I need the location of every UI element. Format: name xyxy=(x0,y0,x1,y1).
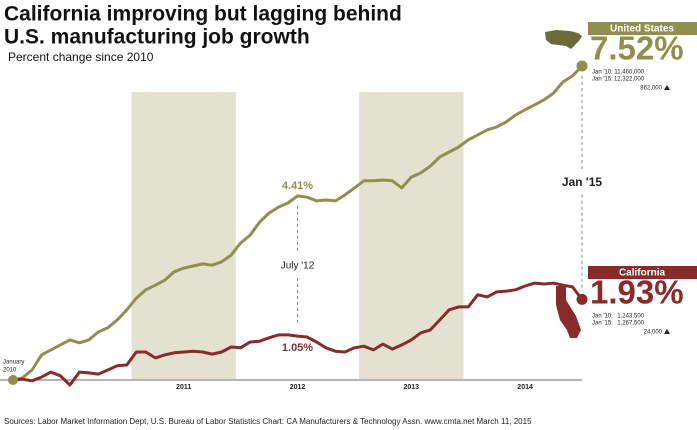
stat-value: 1,243,500 xyxy=(617,314,644,320)
x-tick-label: 2014 xyxy=(517,384,533,391)
end-value-label: 7.52% xyxy=(590,30,684,67)
series-line xyxy=(12,281,584,387)
stat-value: 12,322,000 xyxy=(614,77,645,83)
end-dot xyxy=(576,293,588,305)
chart-title: U.S. manufacturing job growth xyxy=(4,26,310,49)
legend-box xyxy=(588,22,697,35)
x-tick-label: 2012 xyxy=(290,384,306,391)
value-label: 4.41% xyxy=(282,180,313,192)
series-line xyxy=(12,64,584,382)
marker-label: Jan '15 xyxy=(562,175,603,189)
source-note: Sources: Labor Market Information Dept, … xyxy=(4,417,532,426)
legend-label: United States xyxy=(610,24,674,35)
stat-label: Jan '10: xyxy=(592,70,613,76)
value-label: 1.05% xyxy=(282,342,313,354)
change-value: 862,000 xyxy=(640,86,662,92)
legend-box xyxy=(588,266,697,279)
up-arrow xyxy=(664,85,670,90)
california-map-icon xyxy=(556,286,581,338)
stat-label: Jan '10: xyxy=(592,314,613,320)
stat-label: Jan '15: xyxy=(592,321,613,327)
change-value: 24,000 xyxy=(644,330,663,336)
end-value-label: 1.93% xyxy=(590,274,684,311)
year-band xyxy=(131,92,236,379)
stat-label: Jan '15: xyxy=(592,77,613,83)
start-dot xyxy=(8,374,18,385)
us-map-icon xyxy=(545,30,582,49)
up-arrow xyxy=(664,329,670,334)
end-dot xyxy=(576,60,588,72)
start-label: January xyxy=(3,360,24,366)
year-band xyxy=(359,92,464,379)
start-label: 2010 xyxy=(3,368,17,374)
x-tick-label: 2013 xyxy=(404,384,420,391)
marker-label: July '12 xyxy=(281,261,315,272)
stat-value: 1,267,500 xyxy=(617,321,644,327)
chart-subtitle: Percent change since 2010 xyxy=(8,50,154,64)
chart-title: California improving but lagging behind xyxy=(4,3,402,26)
stat-value: 11,460,000 xyxy=(614,70,644,76)
legend-label: California xyxy=(619,268,666,279)
x-tick-label: 2011 xyxy=(176,384,191,391)
